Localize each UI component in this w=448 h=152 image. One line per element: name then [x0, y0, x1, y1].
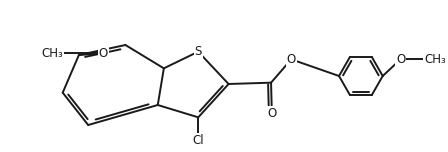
Text: Cl: Cl — [193, 133, 204, 147]
Text: O: O — [396, 53, 405, 66]
Text: O: O — [267, 107, 276, 120]
Text: O: O — [99, 47, 108, 60]
Text: O: O — [287, 53, 296, 66]
Text: CH₃: CH₃ — [42, 47, 64, 60]
Text: CH₃: CH₃ — [424, 53, 446, 66]
Text: S: S — [194, 45, 202, 58]
